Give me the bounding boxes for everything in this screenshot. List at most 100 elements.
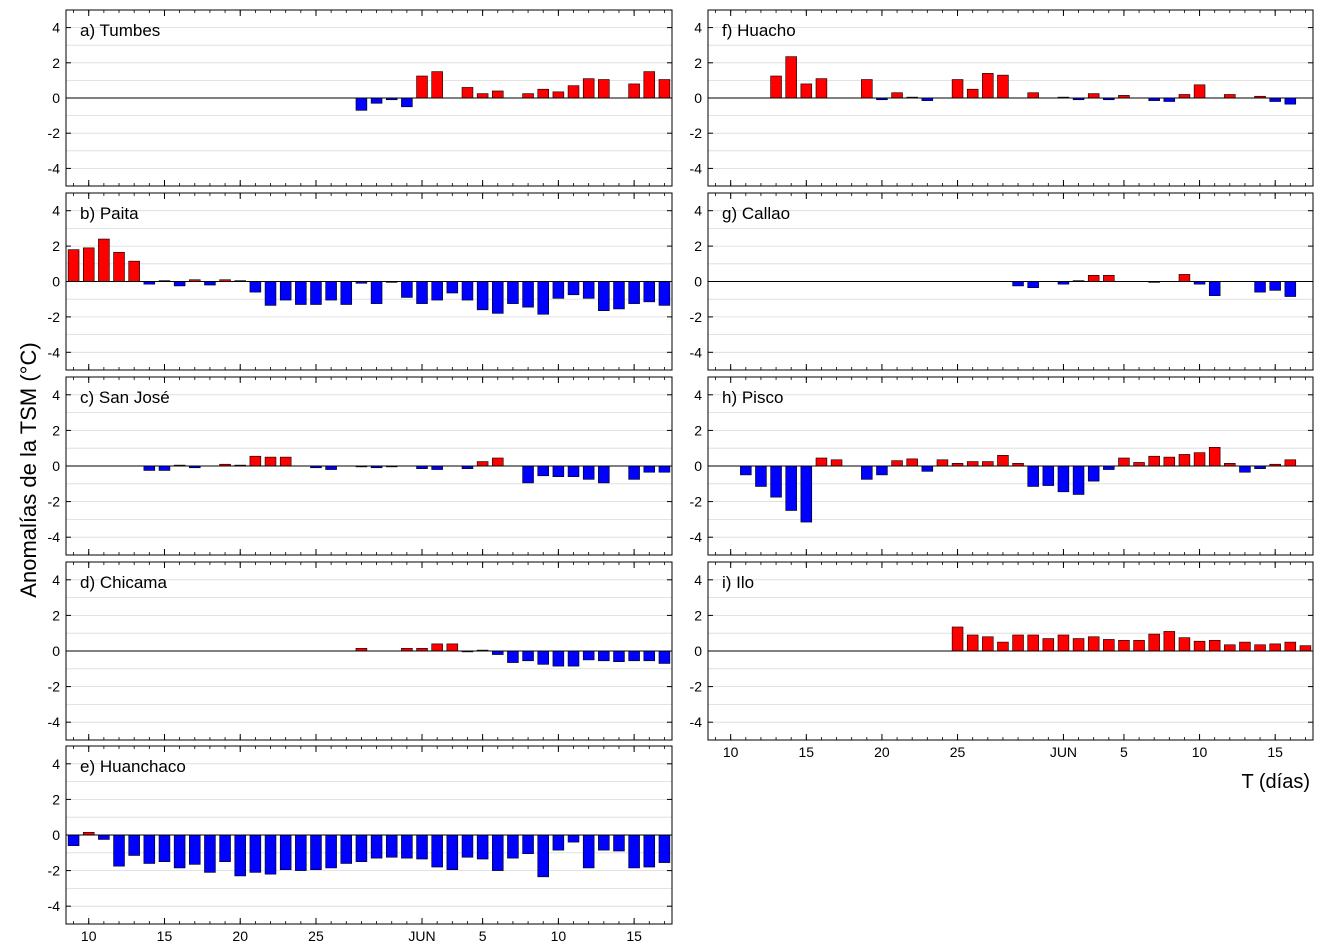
bar bbox=[1103, 639, 1115, 652]
bar bbox=[476, 834, 489, 860]
bar bbox=[1269, 97, 1281, 102]
y-tick-label: -2 bbox=[690, 125, 703, 141]
y-tick-label: 0 bbox=[52, 274, 60, 290]
bar bbox=[416, 75, 428, 99]
bar bbox=[431, 643, 443, 652]
bar bbox=[431, 465, 443, 470]
bar bbox=[643, 71, 656, 99]
bar bbox=[552, 650, 565, 667]
bar bbox=[921, 465, 934, 472]
bar bbox=[431, 71, 443, 99]
y-tick-label: 2 bbox=[694, 422, 702, 438]
bar bbox=[800, 465, 813, 523]
bar bbox=[340, 281, 353, 305]
x-tick-label: 15 bbox=[799, 744, 815, 760]
y-tick-label: 2 bbox=[694, 55, 702, 71]
bar bbox=[128, 834, 140, 856]
bar bbox=[643, 281, 656, 303]
bar bbox=[658, 79, 671, 99]
bar bbox=[507, 650, 519, 663]
bar bbox=[1163, 631, 1176, 652]
bar bbox=[476, 281, 489, 311]
bar bbox=[951, 626, 964, 652]
bar bbox=[997, 74, 1009, 99]
bar bbox=[295, 281, 307, 305]
bar bbox=[249, 455, 262, 467]
bar bbox=[537, 465, 549, 477]
y-tick-label: 0 bbox=[694, 458, 702, 474]
bar bbox=[492, 457, 504, 467]
bar bbox=[770, 75, 782, 99]
y-tick-label: -2 bbox=[690, 309, 703, 325]
x-tick-label: 10 bbox=[551, 928, 567, 944]
bar bbox=[643, 650, 656, 662]
bar bbox=[507, 281, 519, 304]
y-tick-label: 4 bbox=[694, 572, 702, 588]
bar bbox=[567, 281, 580, 296]
bar bbox=[113, 834, 125, 867]
bar bbox=[537, 650, 549, 665]
bar bbox=[552, 281, 565, 299]
bar bbox=[1072, 465, 1085, 495]
panel-7: 4 2 0 -2 -4 g) Callao bbox=[690, 192, 1314, 371]
bar bbox=[385, 834, 398, 858]
bar bbox=[1224, 94, 1236, 99]
bar bbox=[279, 281, 292, 301]
bar bbox=[1299, 645, 1312, 652]
bar bbox=[279, 456, 292, 467]
bar bbox=[982, 461, 994, 467]
y-tick-label: 0 bbox=[694, 90, 702, 106]
bar bbox=[325, 281, 337, 301]
x-tick-label: JUN bbox=[1050, 744, 1077, 760]
bar bbox=[1208, 447, 1221, 467]
bar bbox=[143, 834, 156, 864]
y-tick-label: 4 bbox=[694, 387, 702, 403]
bar bbox=[1254, 644, 1266, 652]
bar bbox=[1208, 640, 1221, 652]
bar bbox=[1239, 641, 1251, 652]
bar bbox=[1239, 465, 1251, 473]
bar bbox=[936, 459, 949, 467]
bar bbox=[815, 78, 828, 99]
bar bbox=[876, 465, 888, 476]
bar bbox=[1087, 275, 1100, 282]
bar bbox=[1178, 274, 1191, 282]
bar bbox=[370, 281, 383, 304]
bar bbox=[158, 834, 171, 863]
bar bbox=[1284, 641, 1297, 652]
bar bbox=[1118, 457, 1130, 467]
bar bbox=[1133, 640, 1145, 652]
bar bbox=[1208, 281, 1221, 296]
bar bbox=[1163, 97, 1176, 102]
bar bbox=[628, 834, 640, 869]
bar bbox=[1148, 455, 1160, 467]
bar bbox=[189, 834, 201, 865]
y-tick-label: 2 bbox=[52, 422, 60, 438]
bar bbox=[1087, 465, 1100, 482]
bar bbox=[1133, 462, 1145, 467]
panel-title: a) Tumbes bbox=[80, 21, 160, 40]
bar bbox=[279, 834, 292, 871]
panel-title: h) Pisco bbox=[722, 388, 783, 407]
y-tick-label: -4 bbox=[48, 714, 61, 730]
bar bbox=[1012, 634, 1024, 652]
panel-title: b) Paita bbox=[80, 204, 139, 223]
bar bbox=[143, 465, 156, 471]
bar bbox=[67, 834, 80, 846]
x-tick-label: 10 bbox=[723, 744, 739, 760]
panel-title: g) Callao bbox=[722, 204, 790, 223]
bar bbox=[770, 465, 782, 498]
bar bbox=[492, 90, 504, 99]
bar bbox=[658, 465, 671, 473]
panel-1: 4 2 0 -2 -4 a) Tumbes bbox=[48, 9, 673, 187]
bar bbox=[643, 834, 656, 868]
y-tick-label: 4 bbox=[52, 387, 60, 403]
y-tick-label: -4 bbox=[48, 160, 61, 176]
bar bbox=[1042, 638, 1055, 652]
bar bbox=[1027, 634, 1039, 652]
bar bbox=[492, 281, 504, 314]
x-tick-label: JUN bbox=[408, 928, 435, 944]
bar bbox=[461, 87, 474, 99]
bar bbox=[598, 834, 610, 851]
